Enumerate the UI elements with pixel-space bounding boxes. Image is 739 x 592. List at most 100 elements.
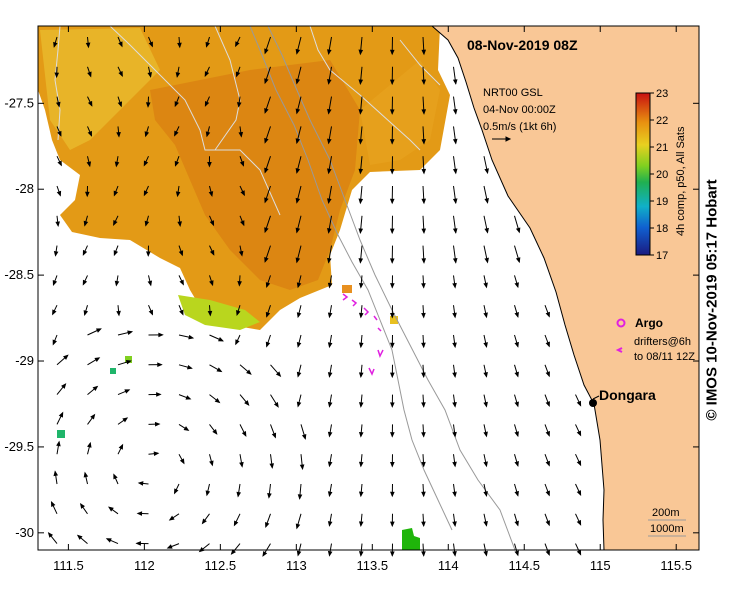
current-arrow bbox=[267, 483, 272, 499]
current-arrow bbox=[87, 385, 99, 395]
sst-pixel bbox=[342, 285, 352, 293]
current-arrow bbox=[358, 513, 364, 528]
current-arrow bbox=[327, 185, 332, 205]
colorbar-tick-label: 19 bbox=[656, 196, 668, 208]
x-tick-label: 115.5 bbox=[660, 558, 692, 573]
current-arrow bbox=[296, 364, 302, 378]
current-arrow bbox=[452, 305, 457, 319]
current-arrow bbox=[544, 334, 550, 348]
argo-legend-label: Argo bbox=[635, 316, 663, 330]
current-arrow bbox=[207, 305, 213, 317]
current-arrow bbox=[204, 66, 210, 78]
current-arrow bbox=[85, 185, 90, 198]
current-arrow bbox=[390, 275, 395, 289]
current-arrow bbox=[421, 96, 427, 115]
current-arrow bbox=[295, 215, 302, 234]
current-arrow bbox=[575, 424, 582, 437]
current-arrow bbox=[143, 185, 149, 197]
current-arrow bbox=[483, 185, 489, 204]
current-arrow bbox=[514, 424, 519, 438]
current-arrow bbox=[178, 453, 185, 465]
current-arrow bbox=[544, 454, 550, 467]
current-arrow bbox=[575, 483, 582, 497]
current-arrow bbox=[238, 245, 244, 257]
current-arrow bbox=[452, 215, 458, 234]
current-arrow bbox=[146, 245, 151, 257]
current-arrow bbox=[295, 513, 302, 530]
current-arrow bbox=[87, 413, 96, 425]
current-arrow bbox=[265, 334, 271, 348]
current-arrow bbox=[56, 440, 61, 455]
current-arrow bbox=[56, 155, 62, 167]
x-tick-label: 114.5 bbox=[508, 558, 540, 573]
current-arrow bbox=[264, 215, 271, 234]
current-arrow bbox=[358, 126, 364, 145]
current-arrow bbox=[56, 126, 62, 137]
current-arrow bbox=[116, 305, 121, 317]
current-arrow bbox=[117, 66, 123, 77]
colorbar-tick-label: 20 bbox=[656, 169, 668, 181]
current-arrow bbox=[544, 364, 550, 378]
current-arrow bbox=[117, 417, 129, 425]
current-arrow bbox=[87, 441, 92, 455]
drifter-trails bbox=[342, 293, 384, 376]
current-arrow bbox=[421, 36, 427, 56]
vector-legend-scale: 0.5m/s (1kt 6h) bbox=[483, 121, 556, 133]
current-arrow bbox=[116, 126, 121, 138]
current-arrow bbox=[79, 503, 88, 515]
current-arrow bbox=[421, 483, 426, 498]
current-arrow bbox=[327, 156, 332, 175]
current-arrow bbox=[147, 66, 152, 78]
current-arrow bbox=[327, 394, 333, 408]
current-arrow bbox=[209, 364, 223, 373]
current-arrow bbox=[483, 215, 489, 234]
current-arrow bbox=[544, 424, 550, 437]
current-arrow bbox=[143, 155, 149, 167]
current-arrow bbox=[117, 443, 124, 455]
current-arrow bbox=[575, 543, 582, 556]
current-arrow bbox=[483, 245, 489, 264]
current-arrow bbox=[514, 245, 521, 264]
y-tick-label: -30 bbox=[15, 525, 34, 540]
current-arrow bbox=[265, 513, 271, 528]
current-arrow bbox=[390, 394, 395, 408]
sst-pixel bbox=[390, 316, 398, 324]
current-arrow bbox=[204, 96, 210, 107]
current-arrow bbox=[177, 215, 182, 228]
isobath-legend-200m: 200m bbox=[652, 507, 680, 519]
current-arrow bbox=[76, 534, 88, 544]
current-arrow bbox=[269, 454, 275, 469]
current-arrow bbox=[544, 394, 550, 408]
current-arrow bbox=[295, 185, 302, 204]
current-arrow bbox=[327, 454, 333, 468]
current-arrow bbox=[175, 66, 181, 78]
current-arrow bbox=[47, 532, 58, 544]
current-arrow bbox=[575, 394, 582, 407]
current-arrow bbox=[87, 126, 92, 137]
current-arrow bbox=[53, 470, 59, 485]
sst-pixel bbox=[57, 430, 65, 438]
x-tick-label: 112.5 bbox=[205, 558, 237, 573]
current-arrow bbox=[265, 305, 271, 318]
current-arrow bbox=[55, 96, 61, 108]
current-arrow bbox=[327, 36, 332, 56]
current-arrow bbox=[483, 543, 488, 557]
current-arrow bbox=[52, 275, 58, 286]
current-arrow bbox=[452, 334, 457, 349]
current-arrow bbox=[238, 126, 244, 138]
current-arrow bbox=[452, 245, 458, 264]
current-arrow bbox=[483, 334, 488, 348]
current-arrow bbox=[452, 364, 457, 378]
current-arrow bbox=[358, 66, 364, 86]
current-arrow bbox=[421, 66, 427, 86]
current-arrow bbox=[135, 541, 149, 546]
current-arrow bbox=[177, 36, 182, 49]
current-arrow bbox=[205, 36, 210, 48]
current-arrow bbox=[390, 513, 395, 528]
current-arrow bbox=[327, 126, 332, 145]
current-arrow bbox=[147, 275, 153, 287]
current-arrow bbox=[483, 275, 488, 289]
current-arrow bbox=[82, 245, 88, 256]
current-arrow bbox=[148, 36, 153, 48]
current-arrow bbox=[168, 513, 180, 521]
